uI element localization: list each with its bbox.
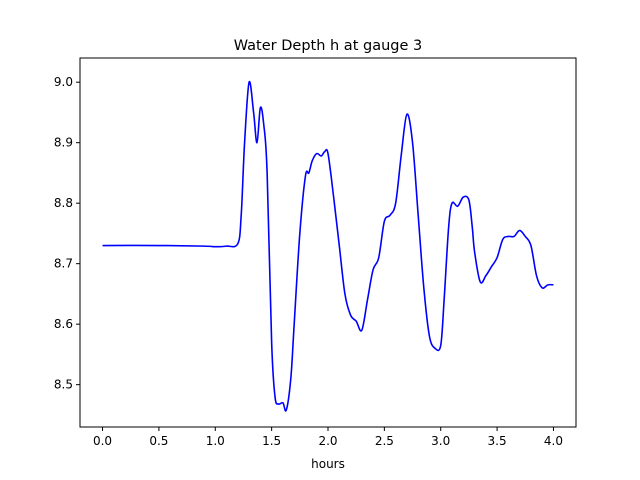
x-tick-label: 0.0	[93, 434, 112, 448]
y-tick-label: 8.6	[54, 317, 73, 331]
x-tick-label: 0.5	[149, 434, 168, 448]
y-tick-label: 8.7	[54, 257, 73, 271]
y-tick-label: 8.9	[54, 136, 73, 150]
y-tick-label: 8.8	[54, 196, 73, 210]
series-line-0	[102, 80, 554, 412]
x-tick-label: 2.5	[375, 434, 394, 448]
x-tick-label: 1.0	[206, 434, 225, 448]
plot-area: 0.0 0.5 1.0 1.5 2.0 2.5 3.0 3.5 4.0 8.5 8.6 8.7 8.8 8…	[54, 57, 577, 448]
x-tick-label: 2.0	[318, 434, 337, 448]
y-tick-label: 9.0	[54, 75, 73, 89]
x-tick-label: 1.5	[262, 434, 281, 448]
x-axis-label: hours	[311, 457, 345, 471]
y-tick-label: 8.5	[54, 378, 73, 392]
x-tick-label: 3.0	[431, 434, 450, 448]
x-tick-label: 3.5	[488, 434, 507, 448]
x-tick-label: 4.0	[544, 434, 563, 448]
chart-title: Water Depth h at gauge 3	[234, 38, 422, 54]
